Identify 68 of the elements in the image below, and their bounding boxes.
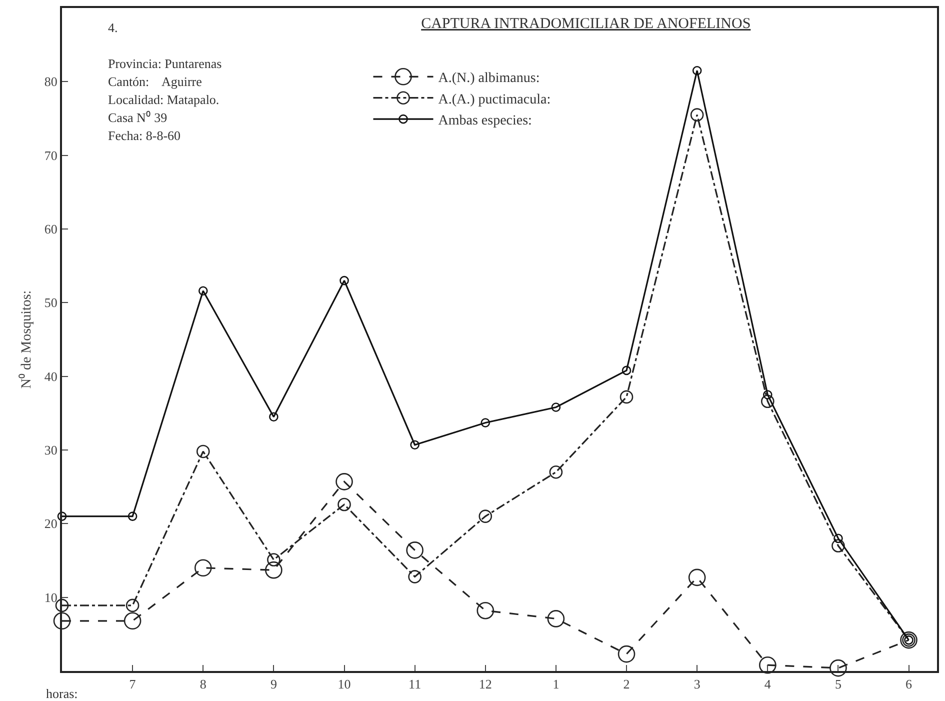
point (622, 366, 632, 376)
x-tick-label: 5 (834, 676, 842, 692)
y-tick-label: 70 (44, 148, 58, 163)
x-tick-label: 7 (129, 676, 136, 692)
point (551, 402, 561, 412)
annotation: Casa N⁰ 39 (108, 110, 168, 125)
point (338, 498, 351, 512)
point (55, 598, 69, 612)
legend-label: A.(N.) albimanus: (438, 71, 540, 86)
point (267, 553, 280, 566)
point (761, 394, 774, 408)
annotation: Fecha: 8-8-60 (108, 128, 181, 143)
point (759, 656, 776, 674)
point (126, 598, 140, 612)
x-tick-label: 8 (200, 676, 206, 692)
point (692, 66, 702, 76)
x-axis-title: horas: (46, 686, 78, 701)
point (269, 412, 278, 422)
point (410, 440, 420, 450)
y-tick-label: 80 (44, 74, 58, 90)
text: CAPTURA INTRADOMICILIAR DE ANOFELINOS (421, 16, 751, 32)
y-tick-label: 10 (44, 590, 58, 605)
annotation: Provincia: Puntarenas (108, 56, 222, 71)
x-tick-label: 10 (338, 676, 351, 692)
y-tick-label: 60 (44, 222, 58, 237)
x-tick-label: 11 (408, 676, 422, 692)
annotation: Localidad: Matapalo. (108, 92, 220, 107)
point (476, 602, 494, 620)
annotation: 4. (108, 20, 118, 35)
point (547, 610, 565, 628)
point (57, 512, 67, 521)
y-tick-label: 40 (44, 368, 58, 384)
point (124, 612, 142, 630)
x-tick-label: 3 (694, 676, 700, 692)
point (53, 612, 71, 630)
x-tick-label: 4 (764, 676, 772, 692)
x-tick-label: 12 (478, 676, 492, 692)
point (480, 418, 490, 428)
point (688, 568, 706, 586)
point (832, 539, 845, 552)
point (408, 570, 422, 584)
legend-label: A.(A.) puctimacula: (438, 92, 551, 108)
point (128, 512, 138, 521)
point (763, 390, 772, 400)
point (265, 561, 282, 579)
point (620, 390, 634, 404)
point (618, 645, 636, 663)
point (830, 659, 847, 677)
x-tick-label: 1 (552, 676, 560, 692)
x-tick-label: 9 (270, 676, 277, 692)
x-tick-label: 6 (906, 676, 913, 692)
y-tick-label: 30 (44, 442, 58, 458)
point (834, 534, 843, 544)
point (198, 286, 208, 296)
x-tick-label: 2 (623, 676, 630, 692)
legend-label: Ambas especies: (438, 114, 532, 128)
point (194, 559, 212, 577)
y-axis-title: N⁰ de Mosquitos: (18, 290, 34, 389)
annotation: Cantón: Aguirre (108, 74, 202, 89)
point (196, 444, 210, 458)
y-tick-label: 50 (44, 295, 58, 310)
point (336, 473, 353, 490)
point (340, 276, 349, 286)
point (690, 108, 704, 122)
point (549, 465, 563, 479)
point (478, 510, 492, 523)
y-tick-label: 20 (44, 516, 58, 532)
point (406, 542, 424, 559)
